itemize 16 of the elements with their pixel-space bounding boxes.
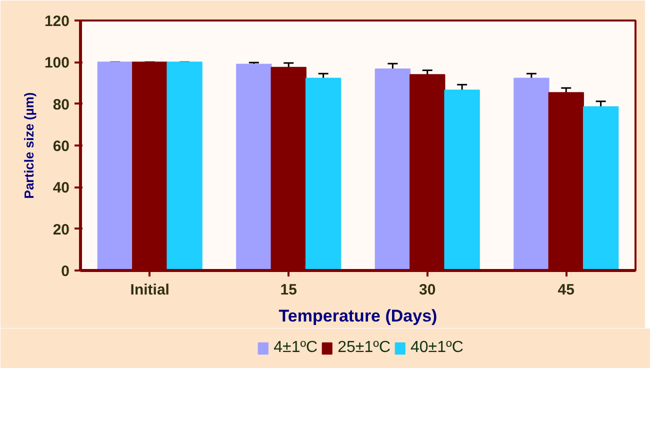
- y-tick-label: 40: [52, 180, 70, 197]
- y-tick-label: 20: [52, 221, 70, 238]
- x-tick-label: 30: [419, 282, 436, 298]
- legend-label: 40±1ºC: [410, 339, 464, 357]
- x-tick-label: Initial: [130, 282, 170, 298]
- y-tick-label: 120: [44, 13, 70, 30]
- x-tick-label: 45: [558, 282, 574, 298]
- y-tick-label: 60: [52, 138, 70, 155]
- x-axis-title: Temperature (Days): [278, 306, 438, 326]
- y-tick-label: 100: [44, 54, 70, 72]
- y-tick-label: 0: [61, 263, 70, 280]
- y-axis-title: Particle size (µm): [21, 92, 36, 199]
- legend-label: 25±1ºC: [338, 339, 390, 357]
- x-tick-label: 15: [280, 282, 297, 298]
- legend-label: 4±1ºC: [274, 339, 318, 357]
- y-tick-label: 80: [52, 96, 70, 114]
